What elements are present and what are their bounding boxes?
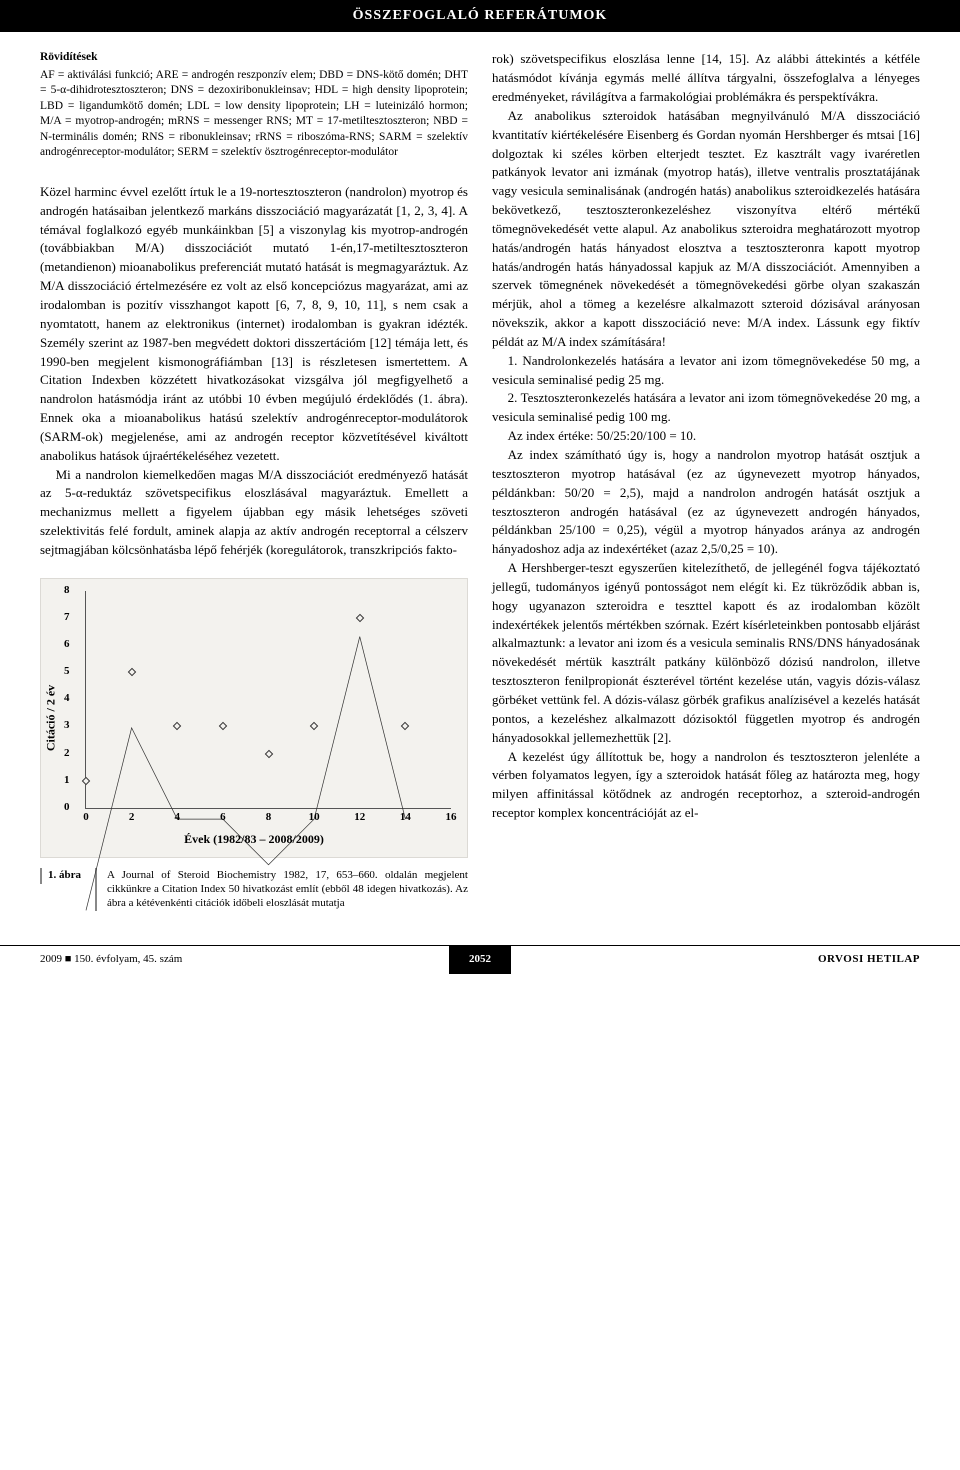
chart-xtick: 4 bbox=[175, 810, 181, 826]
header-bar: ÖSSZEFOGLALÓ REFERÁTUMOK bbox=[0, 0, 960, 32]
two-column-layout: Rövidítések AF = aktiválási funkció; ARE… bbox=[0, 50, 960, 920]
body-paragraph: Az index értéke: 50/25:20/100 = 10. bbox=[492, 427, 920, 446]
chart-xtick: 10 bbox=[309, 810, 320, 826]
chart-xtick: 16 bbox=[446, 810, 457, 826]
body-paragraph: Mi a nandrolon kiemelkedően magas M/A di… bbox=[40, 466, 468, 560]
body-paragraph: Közel harminc évvel ezelőtt írtuk le a 1… bbox=[40, 183, 468, 466]
abbrev-text: AF = aktiválási funkció; ARE = androgén … bbox=[40, 69, 468, 159]
body-paragraph: 1. Nandrolonkezelés hatására a levator a… bbox=[492, 352, 920, 390]
right-column: rok) szövetspecifikus eloszlása lenne [1… bbox=[492, 50, 920, 920]
chart-ytick: 4 bbox=[64, 691, 70, 707]
chart-line bbox=[86, 591, 451, 956]
chart-xtick: 12 bbox=[354, 810, 365, 826]
chart-xtick: 6 bbox=[220, 810, 226, 826]
body-paragraph: rok) szövetspecifikus eloszlása lenne [1… bbox=[492, 50, 920, 107]
chart-plot-area: 012345678 0246810121416 bbox=[85, 591, 451, 809]
chart-ytick: 5 bbox=[64, 664, 70, 680]
chart-xtick: 8 bbox=[266, 810, 272, 826]
figure-label: 1. ábra bbox=[40, 868, 81, 884]
chart-xtick: 14 bbox=[400, 810, 411, 826]
chart-ytick: 6 bbox=[64, 637, 70, 653]
body-paragraph: Az anabolikus szteroidok hatásában megny… bbox=[492, 107, 920, 352]
chart-xtick: 2 bbox=[129, 810, 135, 826]
body-paragraph: Az index számítható úgy is, hogy a nandr… bbox=[492, 446, 920, 559]
body-paragraph: 2. Tesztoszteronkezelés hatására a levat… bbox=[492, 389, 920, 427]
figure-1: Citáció / 2 év 012345678 0246810121416 É… bbox=[40, 578, 468, 911]
chart-ylabel: Citáció / 2 év bbox=[42, 685, 59, 751]
footer-page-number: 2052 bbox=[449, 946, 511, 974]
chart-ytick: 1 bbox=[64, 773, 70, 789]
chart-ytick: 3 bbox=[64, 718, 70, 734]
footer-right: ORVOSI HETILAP bbox=[511, 946, 960, 974]
citation-chart: Citáció / 2 év 012345678 0246810121416 É… bbox=[40, 578, 468, 858]
chart-xtick: 0 bbox=[83, 810, 89, 826]
left-column: Rövidítések AF = aktiválási funkció; ARE… bbox=[40, 50, 468, 920]
body-paragraph: A Hershberger-teszt egyszerűen kitelezít… bbox=[492, 559, 920, 747]
chart-ytick: 8 bbox=[64, 583, 70, 599]
chart-ytick: 7 bbox=[64, 610, 70, 626]
body-paragraph: A kezelést úgy állítottuk be, hogy a nan… bbox=[492, 748, 920, 823]
chart-ytick: 0 bbox=[64, 800, 70, 816]
abbreviations-block: Rövidítések AF = aktiválási funkció; ARE… bbox=[40, 50, 468, 161]
abbrev-heading: Rövidítések bbox=[40, 50, 468, 66]
chart-ytick: 2 bbox=[64, 746, 70, 762]
chart-xlabel: Évek (1982/83 – 2008/2009) bbox=[184, 831, 324, 848]
